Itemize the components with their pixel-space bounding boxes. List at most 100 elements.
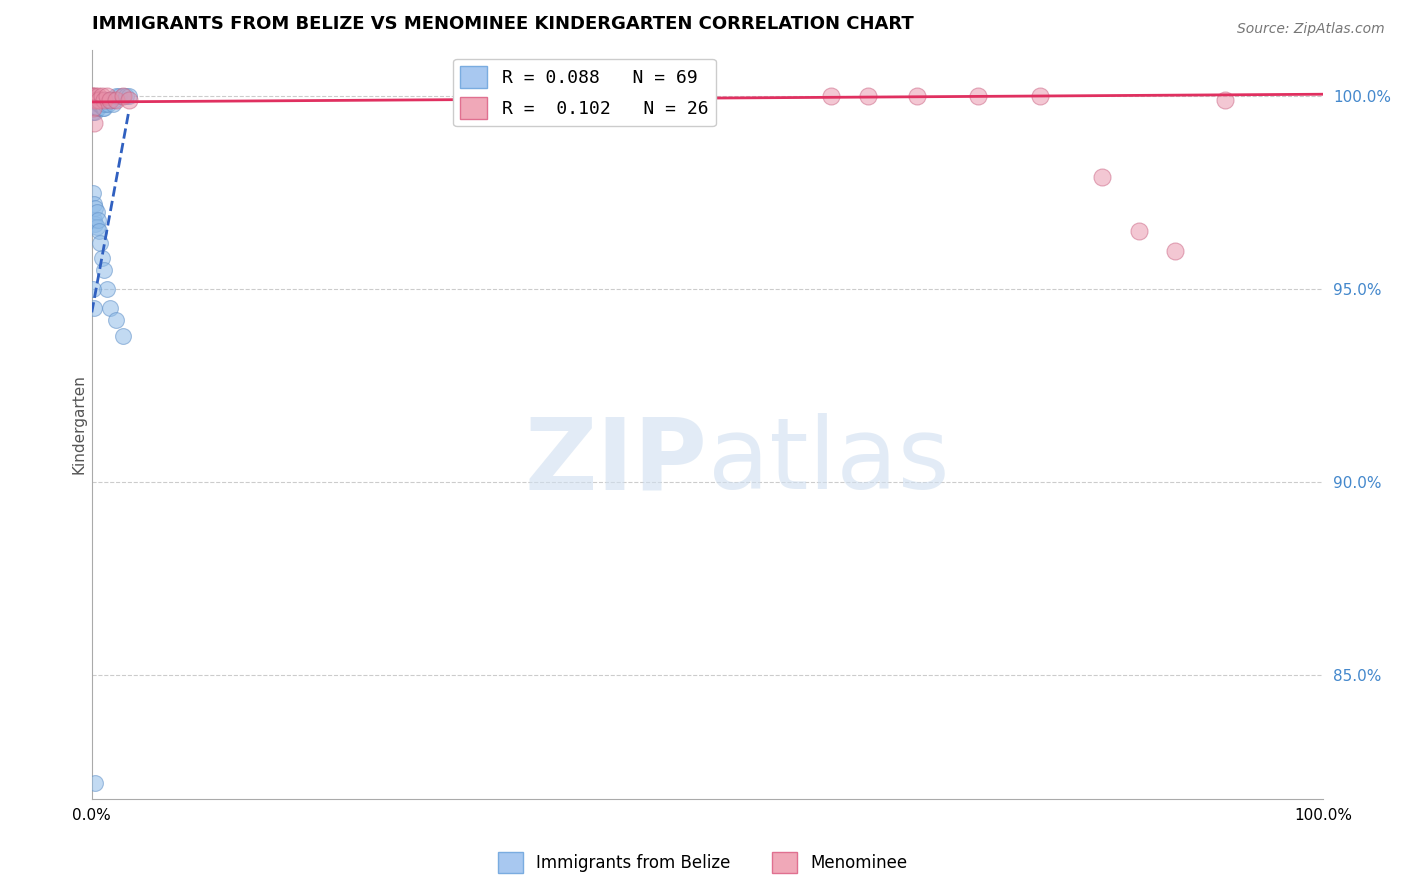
Point [93,263,115,277]
Point [83,116,105,130]
Point [98,301,121,316]
Point [82,282,104,296]
Point [83,301,105,316]
Point [82,101,104,115]
Point [82,96,104,111]
Point [105,89,128,103]
Point [83,212,105,227]
Point [86,101,108,115]
Point [84,101,107,115]
Point [89,235,111,250]
Point [98,93,121,107]
Point [89,93,111,107]
Point [84,217,107,231]
Point [111,89,134,103]
Point [84,93,107,107]
Point [98,93,121,107]
Point [82,104,104,119]
Y-axis label: Kindergarten: Kindergarten [72,375,86,475]
Point [83,93,105,107]
Point [1128,224,1150,238]
Point [82,89,104,103]
Point [111,89,134,103]
Text: IMMIGRANTS FROM BELIZE VS MENOMINEE KINDERGARTEN CORRELATION CHART: IMMIGRANTS FROM BELIZE VS MENOMINEE KIND… [91,15,914,33]
Point [94,96,117,111]
Point [86,220,108,235]
Point [101,96,124,111]
Point [84,201,107,215]
Point [82,93,104,107]
Point [1164,244,1187,258]
Point [82,186,104,200]
Point [90,96,112,111]
Point [93,101,115,115]
Text: Source: ZipAtlas.com: Source: ZipAtlas.com [1237,22,1385,37]
Point [83,101,105,115]
Point [90,89,112,103]
Point [905,89,928,103]
Point [100,93,122,107]
Point [90,93,112,107]
Point [98,93,121,107]
Point [96,93,118,107]
Point [1213,93,1236,107]
Point [83,93,105,107]
Text: atlas: atlas [707,413,949,510]
Point [103,93,125,107]
Point [82,89,104,103]
Point [83,96,105,111]
Point [87,96,110,111]
Point [82,89,104,103]
Point [90,252,112,266]
Point [86,93,108,107]
Point [82,101,104,115]
Point [89,93,111,107]
Text: ZIP: ZIP [524,413,707,510]
Point [84,93,107,107]
Point [91,93,114,107]
Point [84,104,107,119]
Point [96,282,118,296]
Point [82,104,104,119]
Point [84,776,107,790]
Point [82,101,104,115]
Point [91,101,114,115]
Point [105,93,128,107]
Point [97,96,120,111]
Point [89,96,111,111]
Point [108,89,131,103]
Point [105,313,128,327]
Point [118,89,141,103]
Point [87,101,110,115]
Point [1091,170,1114,185]
Point [86,101,108,115]
Point [84,89,107,103]
Point [856,89,879,103]
Point [1029,89,1052,103]
Point [86,96,108,111]
Legend: Immigrants from Belize, Menominee: Immigrants from Belize, Menominee [492,846,914,880]
Point [93,93,115,107]
Point [118,93,141,107]
Point [87,93,110,107]
Point [83,96,105,111]
Point [512,89,534,103]
Point [82,93,104,107]
Point [820,89,842,103]
Point [83,93,105,107]
Point [89,224,111,238]
Point [86,205,108,219]
Point [967,89,990,103]
Point [93,93,115,107]
Point [87,89,110,103]
Point [111,328,134,343]
Point [86,93,108,107]
Point [83,197,105,211]
Point [115,89,138,103]
Point [84,96,107,111]
Point [82,93,104,107]
Point [89,93,111,107]
Point [84,101,107,115]
Legend: R = 0.088   N = 69, R =  0.102   N = 26: R = 0.088 N = 69, R = 0.102 N = 26 [453,59,716,127]
Point [89,96,111,111]
